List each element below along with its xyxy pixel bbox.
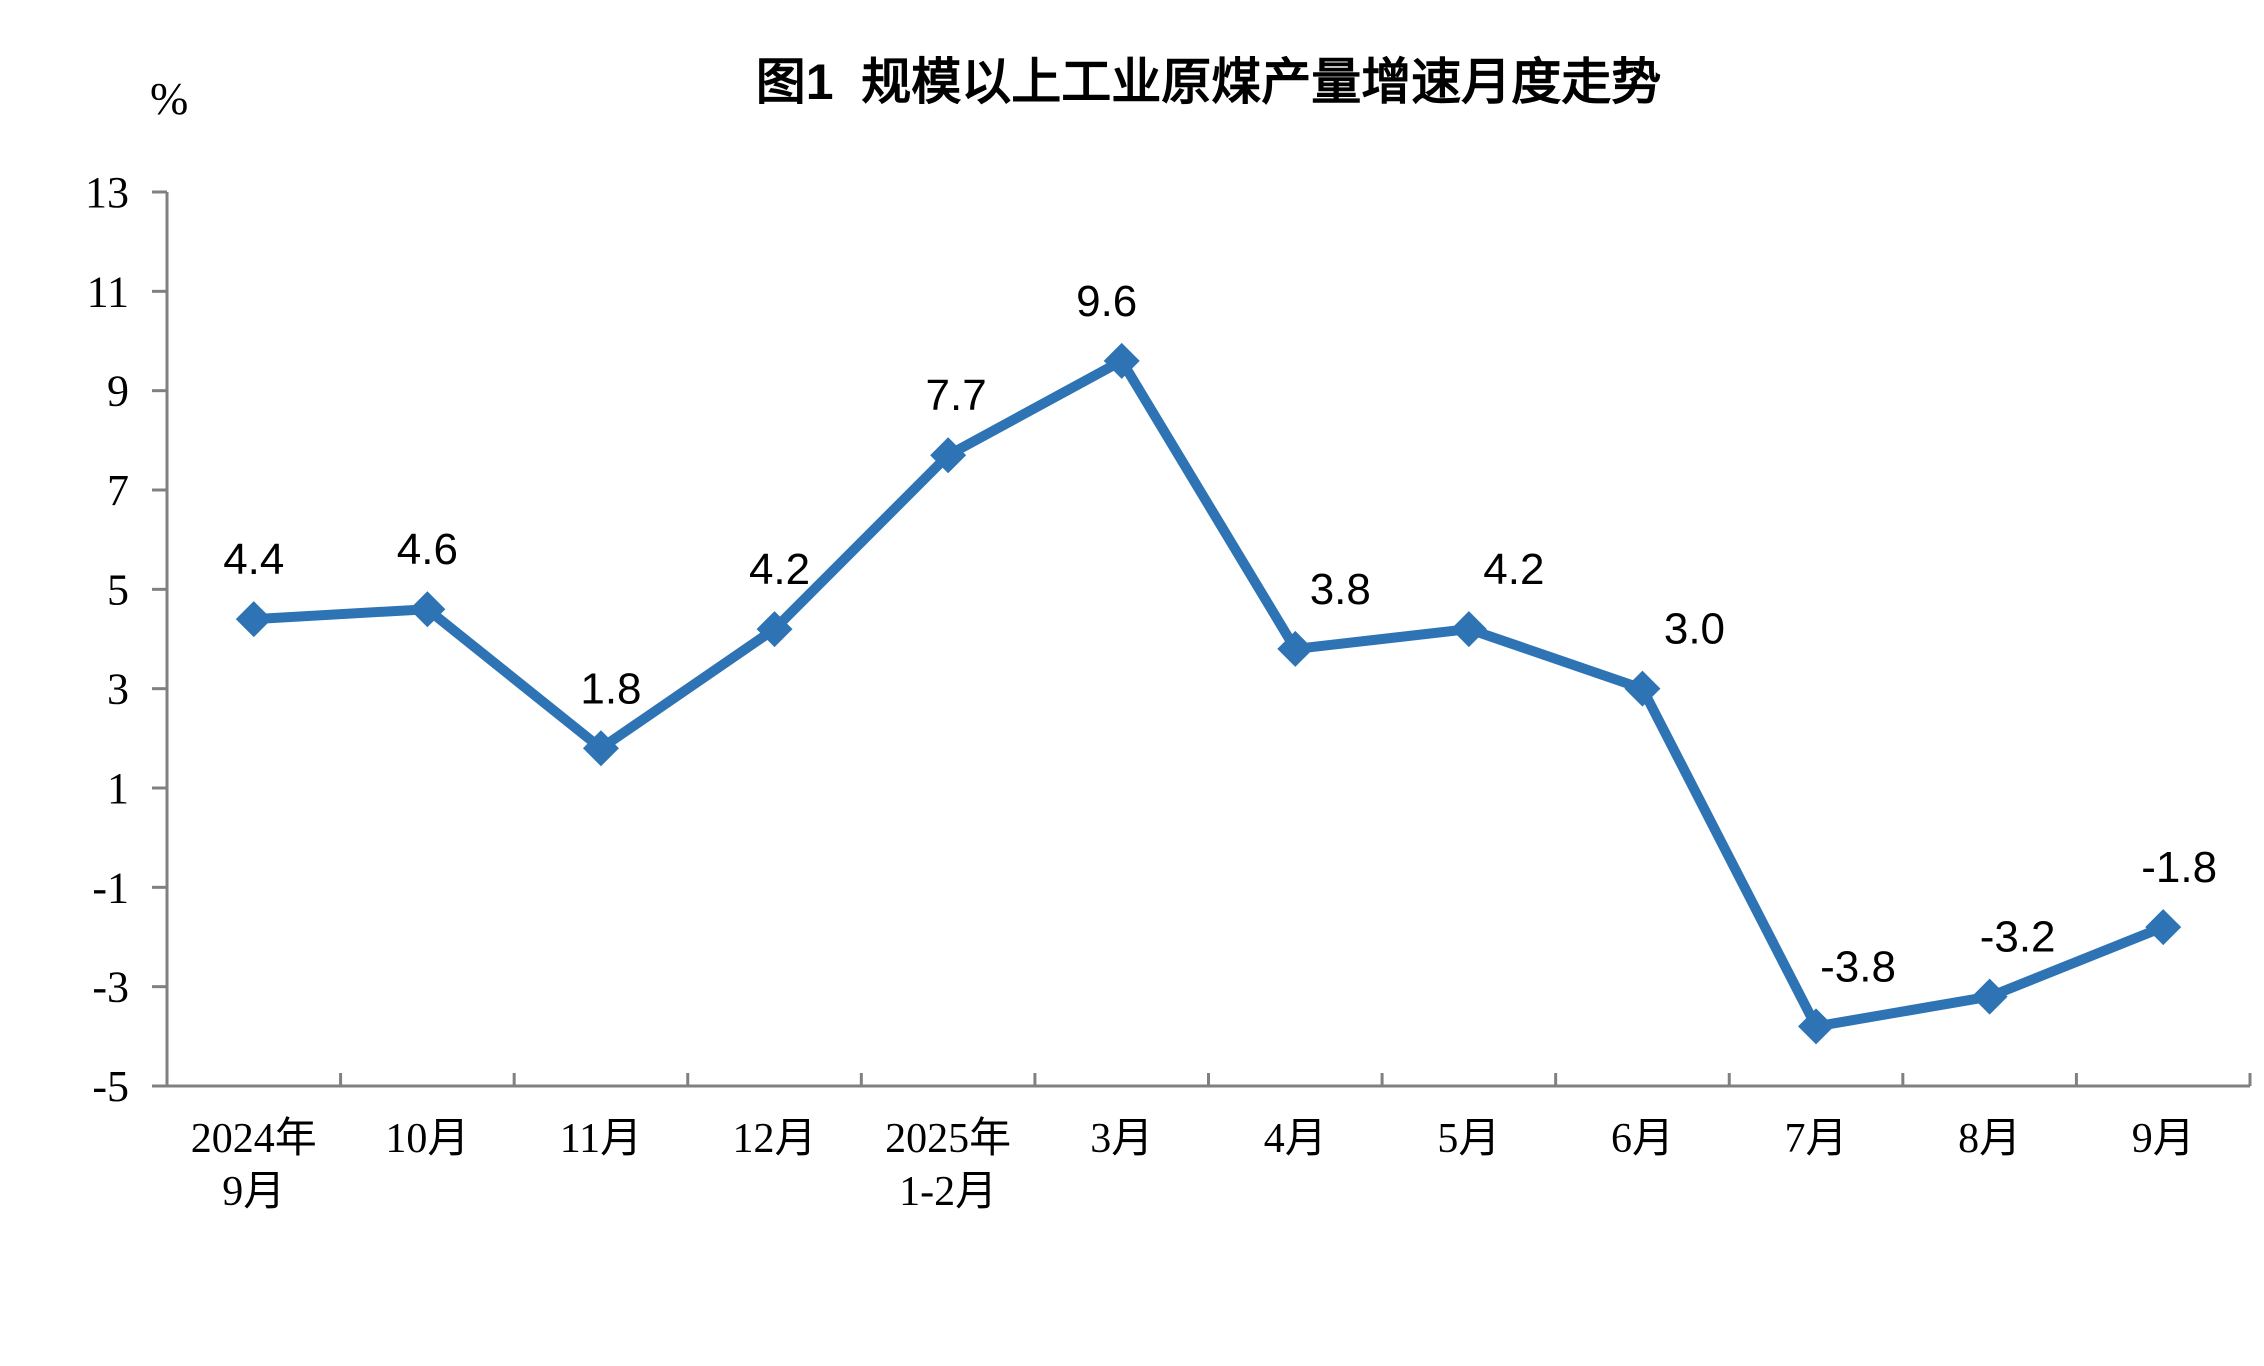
data-point-label: -3.2 [1980,913,2056,962]
y-axis-tick-label: 9 [107,367,129,416]
data-point-label: 7.7 [926,371,987,420]
data-point-marker [1624,670,1661,707]
data-point-marker [1450,611,1487,648]
y-axis-unit-label: % [150,73,189,124]
x-category-label: 7月 [1785,1116,1848,1162]
y-axis-tick-label: 13 [85,168,129,217]
data-point-label: -3.8 [1820,942,1896,991]
data-point-marker [756,611,793,648]
data-point-label: 4.2 [749,545,810,594]
x-category-label: 10月 [385,1116,469,1162]
y-axis-tick-label: -3 [92,963,129,1012]
x-category-label: 2024年 9月 [191,1115,317,1215]
x-category-label: 2025年 1-2月 [885,1115,1011,1215]
data-point-label: 4.2 [1483,545,1544,594]
y-axis-tick-label: -5 [92,1062,129,1111]
data-point-marker [1103,342,1140,379]
data-point-marker [582,730,619,767]
data-point-label: -1.8 [2141,843,2217,892]
data-point-marker [930,437,967,474]
y-axis-tick-label: 7 [107,466,129,515]
x-category-label: 5月 [1437,1116,1500,1162]
data-point-marker [1971,978,2008,1015]
y-axis-tick-label: -1 [92,863,129,912]
y-axis-tick-label: 5 [107,565,129,614]
data-point-label: 4.4 [223,535,284,584]
x-category-label: 4月 [1264,1116,1327,1162]
data-series-line [248,355,2169,1032]
x-category-label: 3月 [1090,1116,1153,1162]
data-point-marker [409,591,446,628]
data-point-label: 9.6 [1076,277,1137,326]
y-axis-tick-label: 1 [107,764,129,813]
x-category-label: 9月 [2132,1116,2195,1162]
data-point-marker [1798,1008,1835,1045]
y-axis-tick-label: 3 [107,665,129,714]
x-category-label: 12月 [733,1116,817,1162]
x-category-label: 6月 [1611,1116,1674,1162]
data-point-label: 1.8 [580,664,641,713]
data-point-label: 4.6 [397,525,458,574]
data-point-marker [2145,909,2182,946]
data-point-label: 3.0 [1664,605,1725,654]
data-point-marker [235,601,272,638]
x-category-label: 11月 [560,1116,642,1162]
y-axis-tick-label: 11 [87,267,129,316]
data-point-label: 3.8 [1310,565,1371,614]
x-category-label: 8月 [1958,1116,2021,1162]
data-point-marker [1277,630,1314,667]
chart-title: 图1 规模以上工业原煤产量增速月度走势 [755,54,1662,110]
